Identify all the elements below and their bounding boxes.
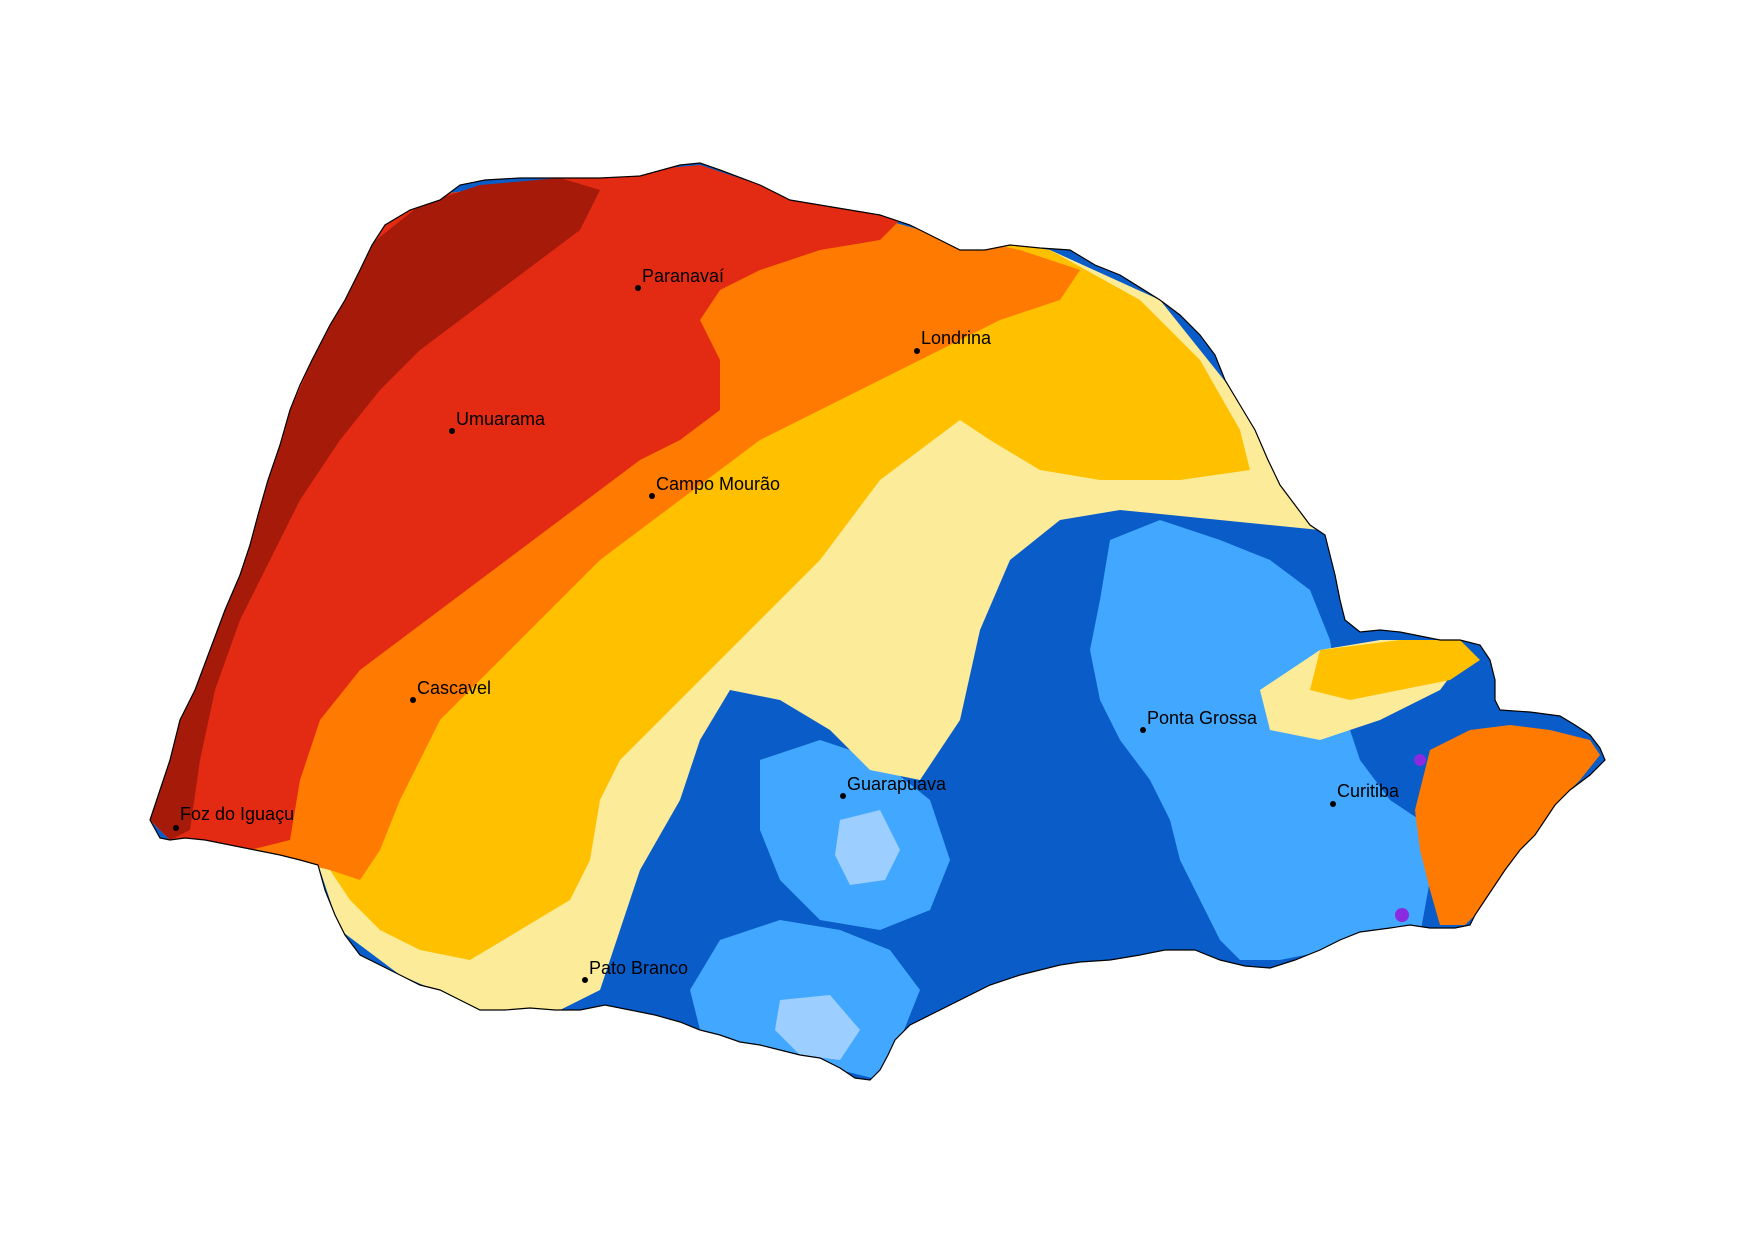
city-londrina[interactable]: Londrina — [914, 328, 992, 354]
zone-light-blue-east — [1090, 520, 1430, 960]
city-umuarama[interactable]: Umuarama — [449, 409, 546, 434]
city-foz-do-iguacu[interactable]: Foz do Iguaçu — [173, 804, 294, 831]
city-campo-mourao[interactable]: Campo Mourão — [649, 474, 780, 499]
city-dot — [649, 493, 655, 499]
city-pato-branco[interactable]: Pato Branco — [582, 958, 688, 983]
city-dot — [840, 793, 846, 799]
city-label: Curitiba — [1337, 781, 1400, 801]
city-label: Ponta Grossa — [1147, 708, 1258, 728]
state-outline — [149, 162, 1606, 1081]
zone-orange-coast — [1415, 725, 1600, 925]
city-dot — [410, 697, 416, 703]
city-label: Umuarama — [456, 409, 546, 429]
city-dot — [582, 977, 588, 983]
city-ponta-grossa[interactable]: Ponta Grossa — [1140, 708, 1258, 733]
city-label: Foz do Iguaçu — [180, 804, 294, 824]
zone-amber-east — [1310, 640, 1480, 700]
city-label: Cascavel — [417, 678, 491, 698]
city-dot — [1140, 727, 1146, 733]
city-dot — [173, 825, 179, 831]
city-curitiba[interactable]: Curitiba — [1330, 781, 1400, 807]
zone-pale-blue-2 — [775, 995, 860, 1060]
city-paranavai[interactable]: Paranavaí — [635, 266, 724, 291]
zone-pale-blue-1 — [835, 810, 900, 885]
city-dot — [449, 428, 455, 434]
zone-darkest — [150, 178, 600, 840]
zone-violet-2 — [1395, 908, 1409, 922]
city-dot — [1330, 801, 1336, 807]
zone-violet-1 — [1414, 754, 1426, 766]
city-guarapuava[interactable]: Guarapuava — [840, 774, 947, 799]
city-dot — [914, 348, 920, 354]
city-label: Pato Branco — [589, 958, 688, 978]
city-label: Guarapuava — [847, 774, 947, 794]
city-label: Londrina — [921, 328, 992, 348]
city-markers: Paranavaí Londrina Umuarama Campo Mourão… — [173, 266, 1400, 983]
city-label: Paranavaí — [642, 266, 724, 286]
city-cascavel[interactable]: Cascavel — [410, 678, 491, 703]
city-dot — [635, 285, 641, 291]
city-label: Campo Mourão — [656, 474, 780, 494]
